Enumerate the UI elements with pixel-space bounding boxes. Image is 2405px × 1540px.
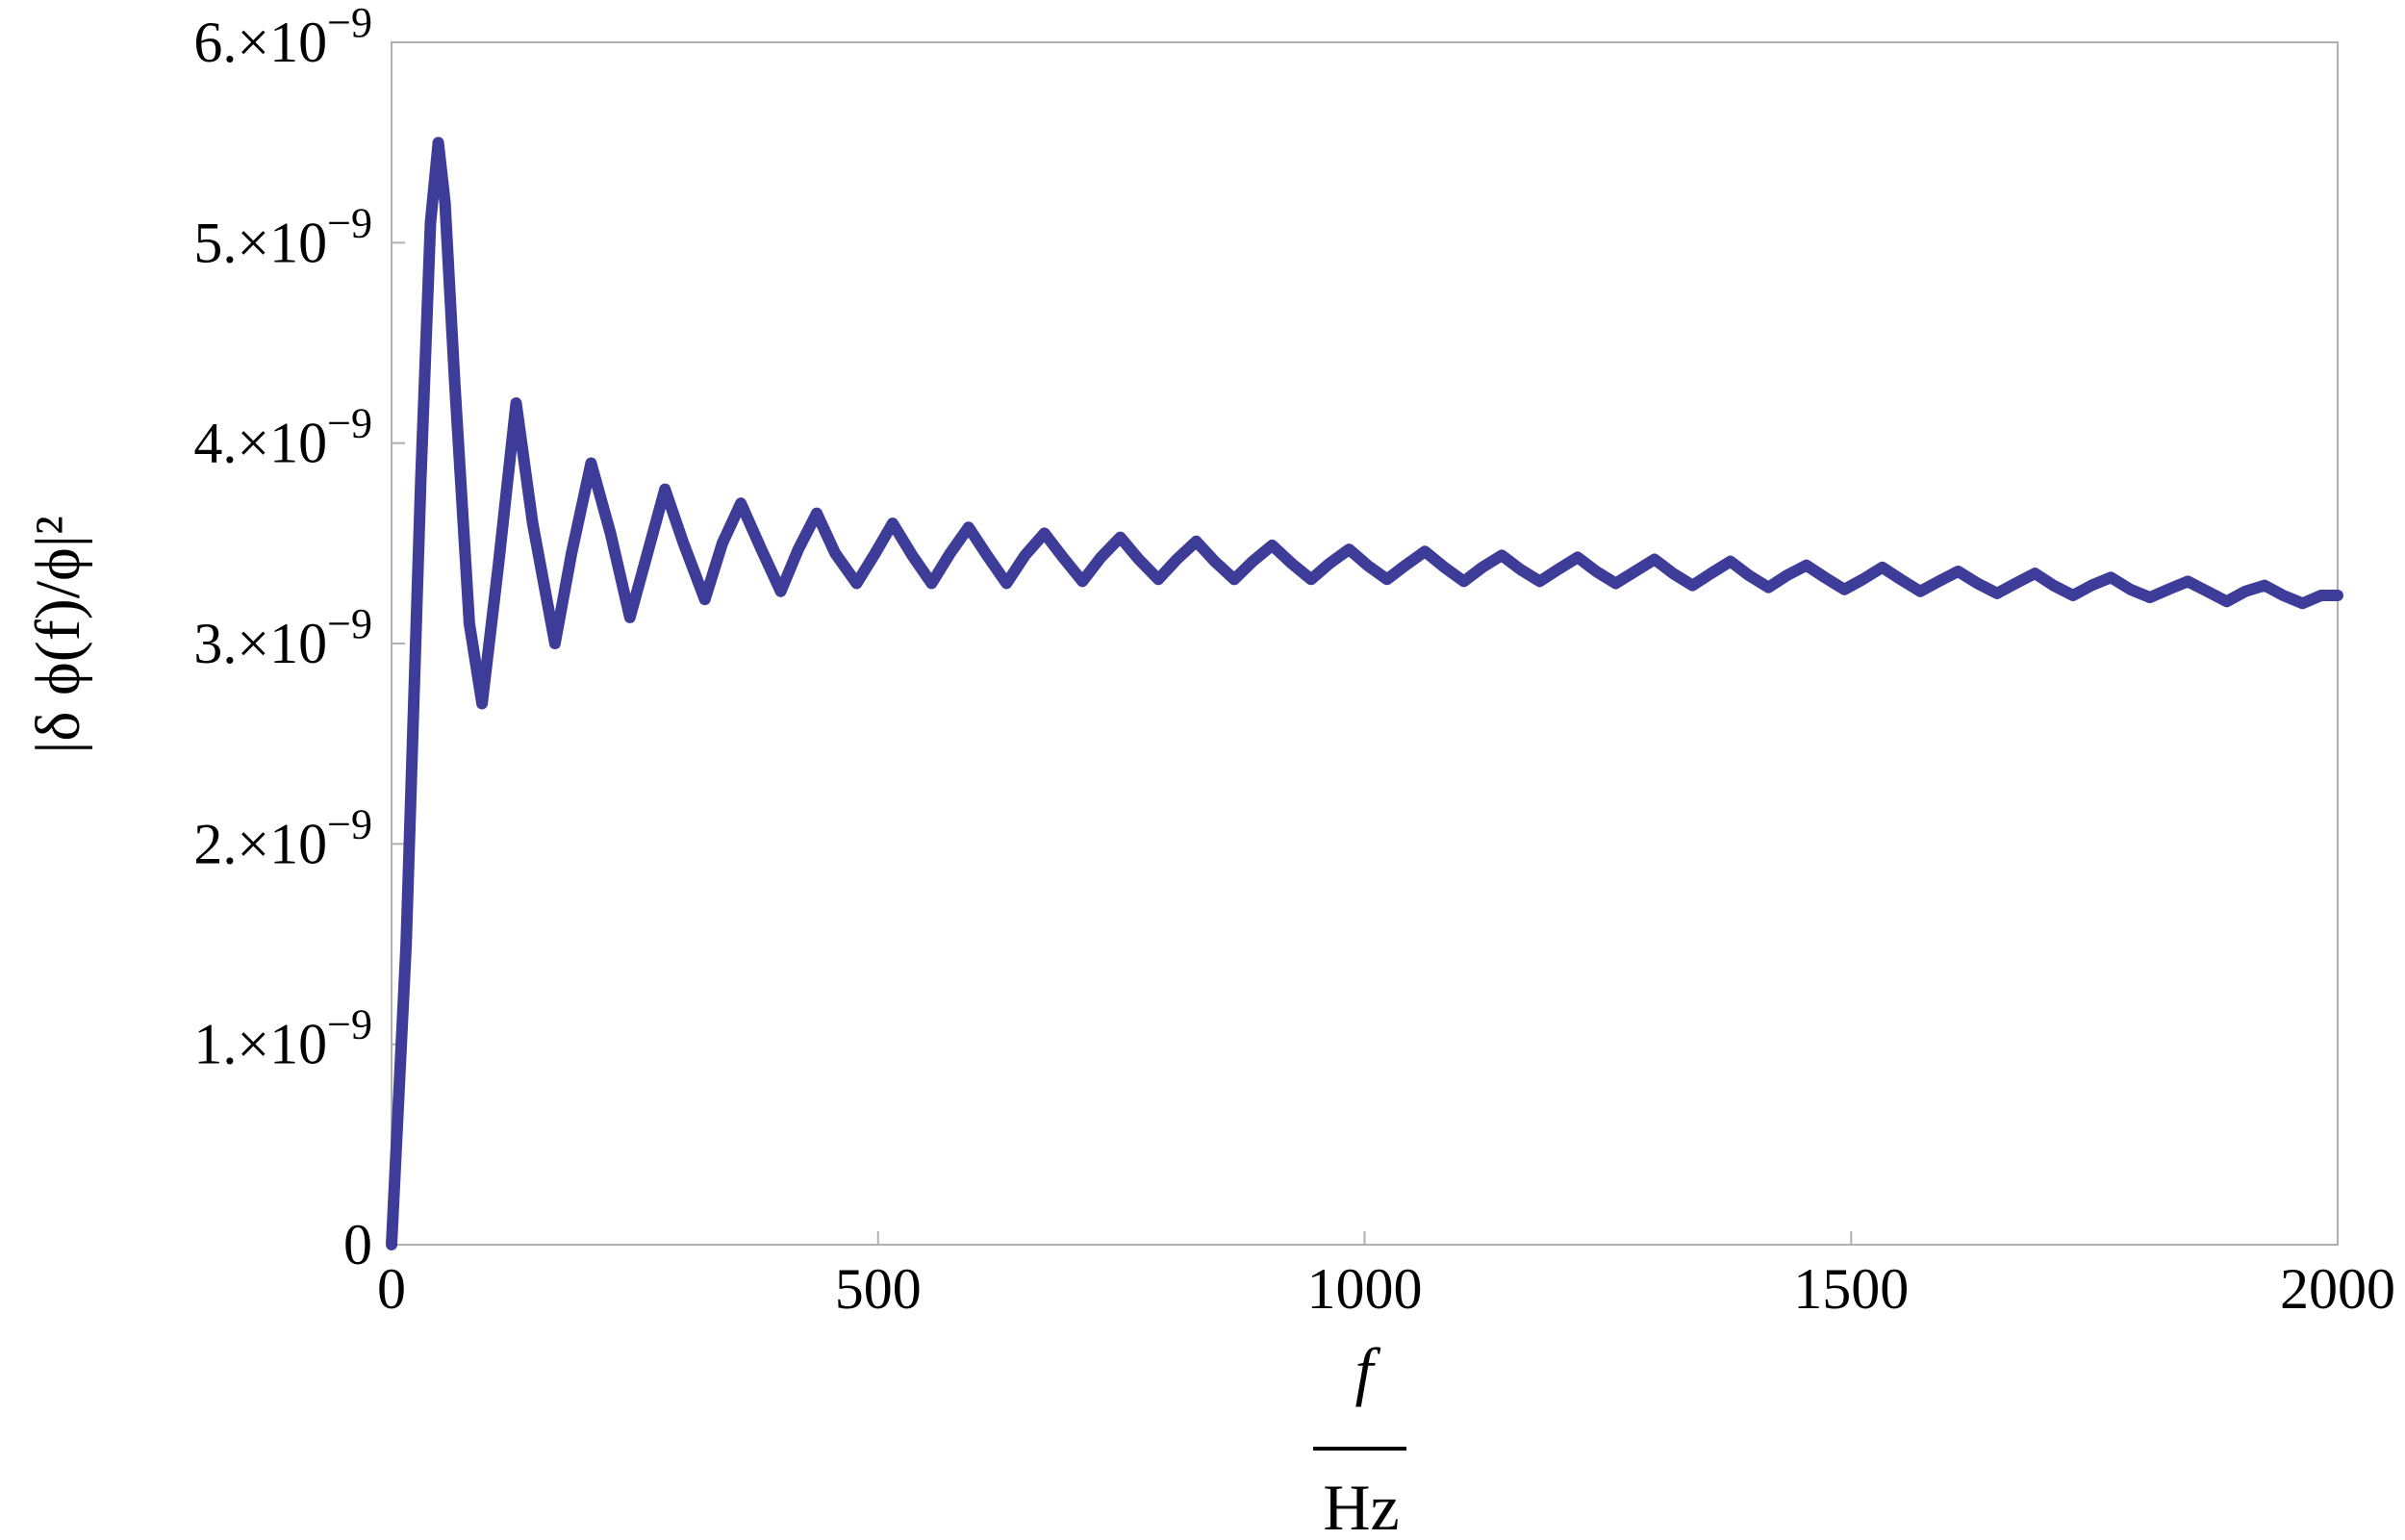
x-axis-label-numerator: f [1355, 1334, 1381, 1407]
x-tick-label: 500 [835, 1257, 922, 1321]
series-line [386, 137, 2343, 1250]
x-tick-label: 2000 [2280, 1257, 2395, 1321]
x-tick-label: 1500 [1793, 1257, 1909, 1321]
x-axis-ticks: 0 500 1000 1500 2000 [377, 1231, 2395, 1321]
y-tick-label: 3.×10−9 [193, 600, 372, 675]
x-axis-label-denominator: Hz [1323, 1471, 1399, 1540]
y-tick-label: 4.×10−9 [193, 400, 372, 475]
plot-frame [391, 41, 2339, 1246]
y-tick-label: 6.×10−9 [193, 0, 372, 74]
y-tick-label: 5.×10−9 [193, 199, 372, 274]
x-tick-label: 0 [377, 1257, 406, 1321]
y-tick-label: 1.×10−9 [193, 1001, 372, 1076]
y-tick-label: 2.×10−9 [193, 800, 372, 875]
y-tick-label: 0 [343, 1213, 372, 1276]
y-axis-label: |δ ϕ(f)/ϕ|² [23, 516, 93, 754]
x-tick-label: 1000 [1307, 1257, 1423, 1321]
y-axis-ticks: 0 1.×10−9 2.×10−9 3.×10−9 4.×10−9 5.×10−9 6.×1… [193, 0, 405, 1276]
